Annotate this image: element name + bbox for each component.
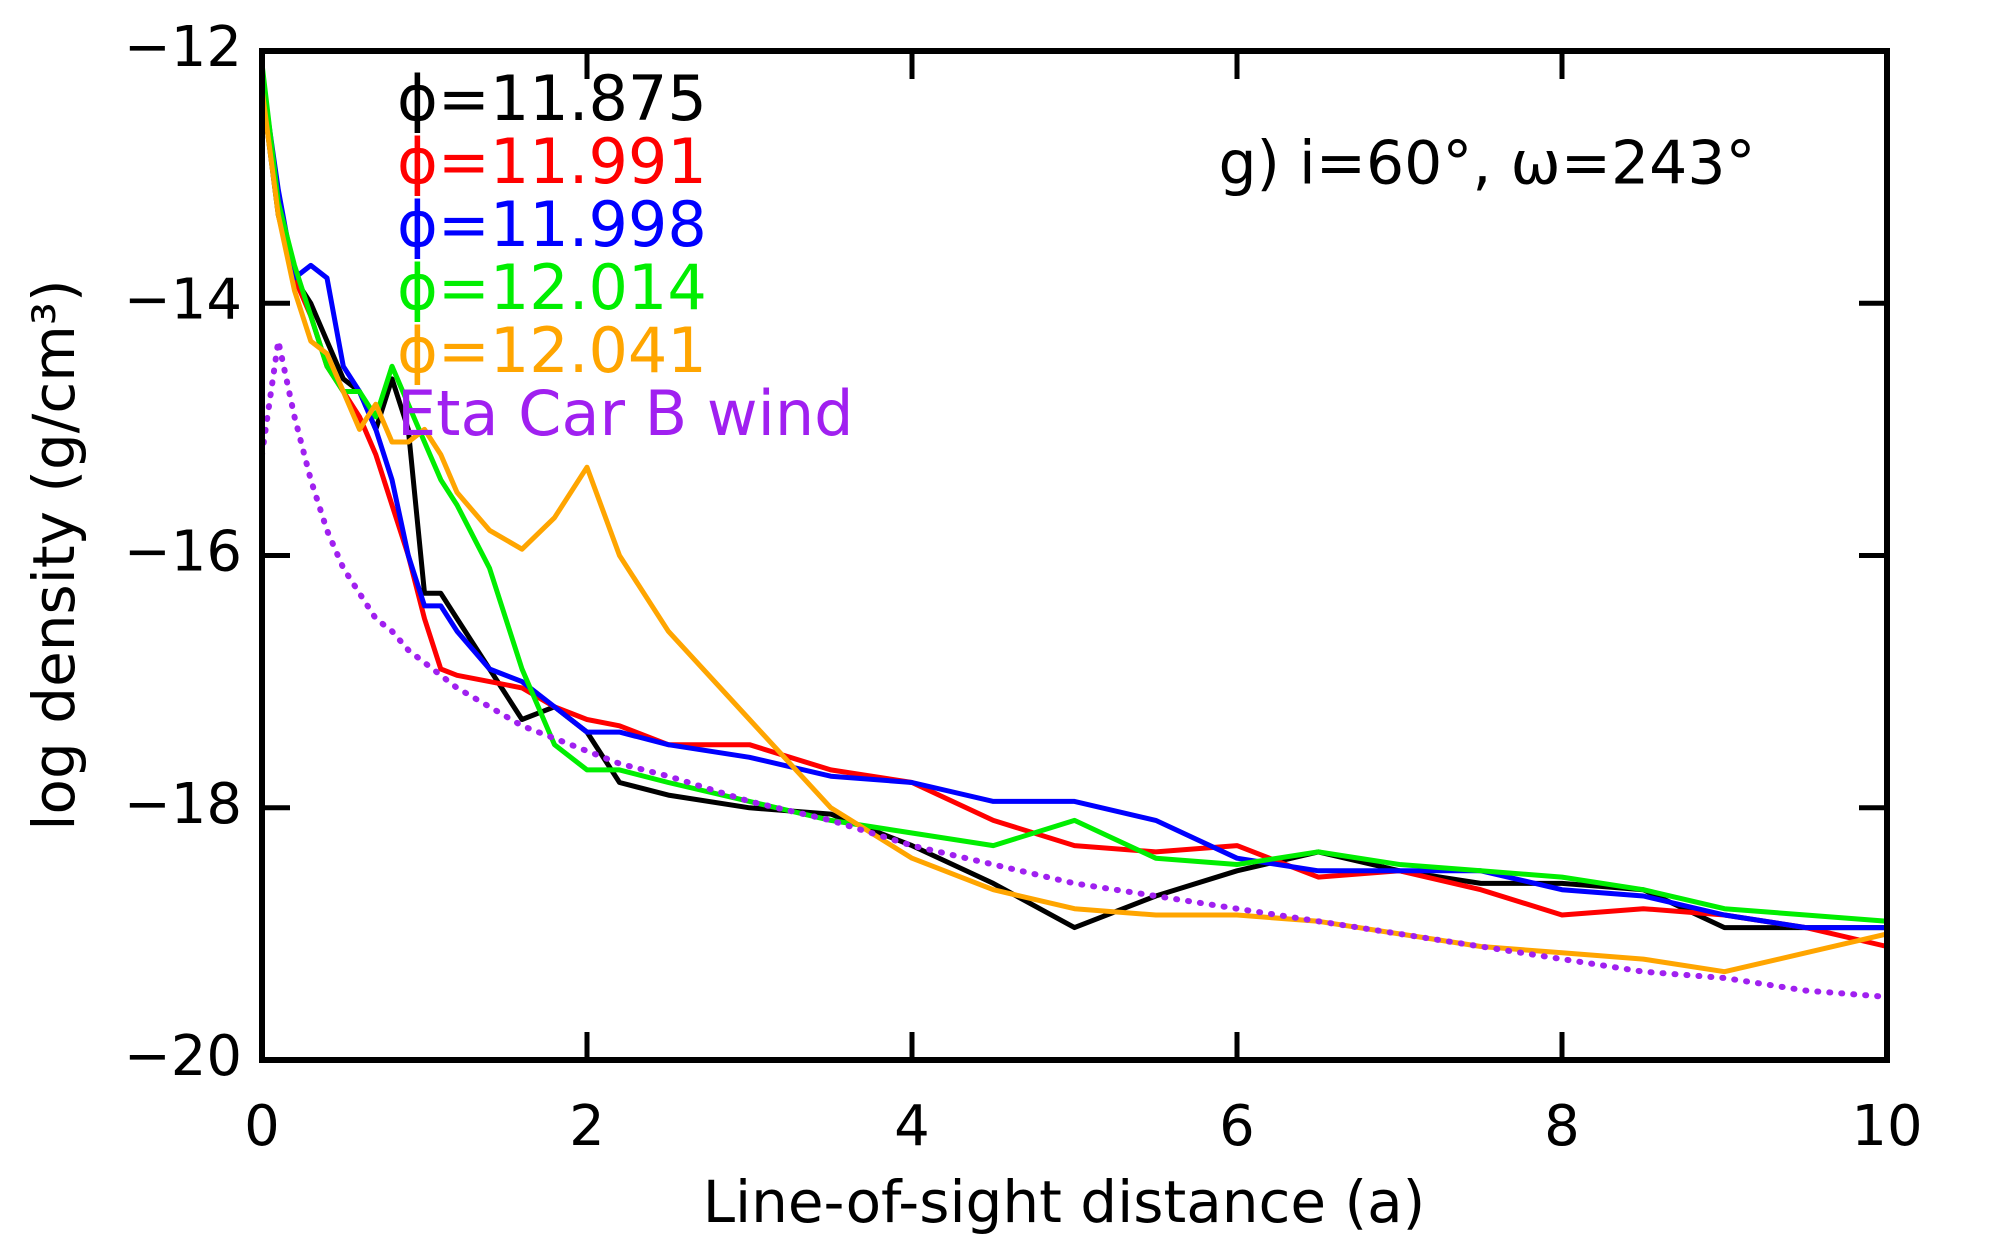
series-line — [259, 338, 1890, 1000]
series-line — [259, 75, 1887, 931]
annotation: g) i=60°, ω=243° — [1218, 129, 1755, 199]
y-tick-label: −12 — [124, 15, 242, 80]
x-tick-label: 6 — [1219, 1094, 1255, 1159]
y-tick-label: −18 — [124, 772, 242, 837]
x-tick-label: 8 — [1544, 1094, 1580, 1159]
legend-entry: ϕ=11.875 — [397, 62, 707, 135]
legend-entry: ϕ=11.991 — [397, 125, 707, 198]
x-tick-label: 10 — [1851, 1094, 1922, 1159]
legend-entry: ϕ=12.014 — [397, 251, 707, 324]
legend-entry: ϕ=12.041 — [397, 314, 707, 387]
y-tick-label: −16 — [124, 520, 242, 585]
x-tick-label: 2 — [569, 1094, 605, 1159]
series-line — [259, 88, 1887, 931]
y-tick-label: −14 — [124, 267, 242, 332]
x-axis-label: Line-of-sight distance (a) — [703, 1168, 1426, 1236]
series-line — [259, 63, 1888, 924]
y-tick-label: −20 — [124, 1024, 242, 1089]
x-tick-label: 0 — [244, 1094, 280, 1159]
y-axis-label: log density (g/cm³) — [20, 279, 88, 830]
x-tick-label: 4 — [894, 1094, 930, 1159]
legend-entry: ϕ=11.998 — [397, 188, 707, 261]
legend-entry: Eta Car B wind — [397, 377, 854, 450]
